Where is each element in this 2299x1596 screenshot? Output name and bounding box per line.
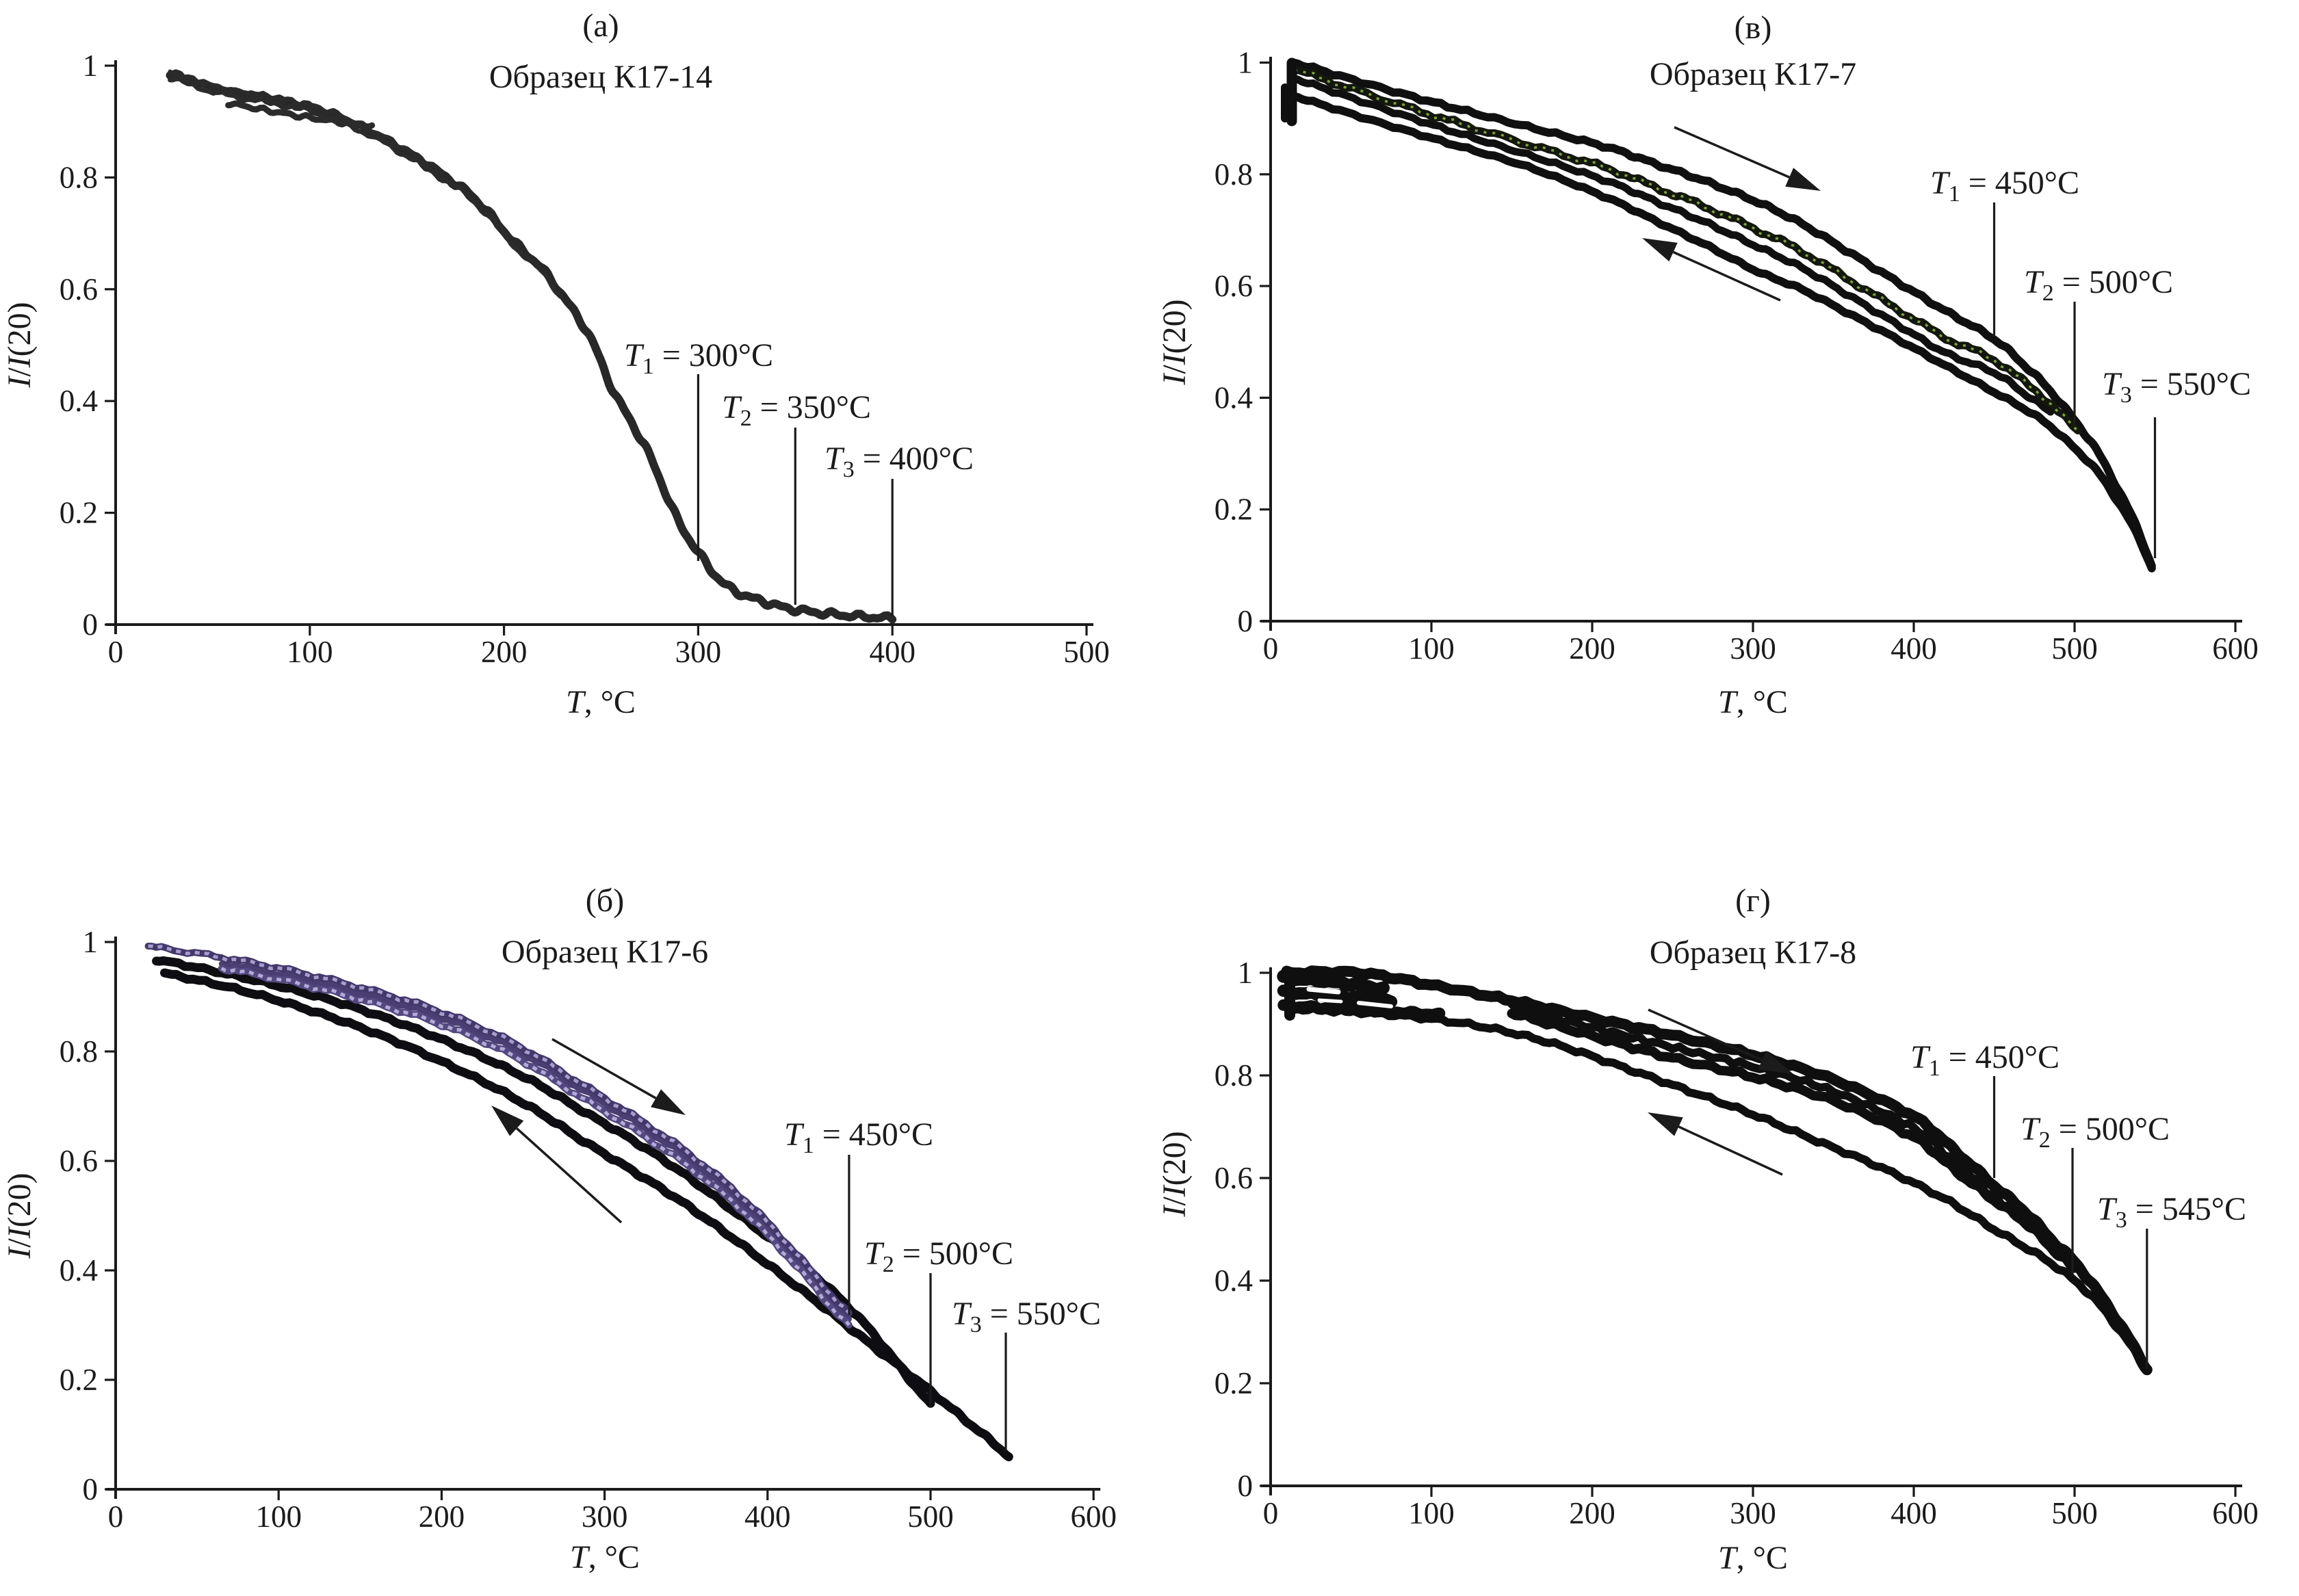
svg-text:600: 600 [2212, 631, 2259, 666]
svg-text:0.2: 0.2 [60, 1363, 98, 1397]
svg-text:0: 0 [108, 635, 124, 669]
svg-text:0.2: 0.2 [1215, 493, 1253, 527]
svg-text:0: 0 [108, 1500, 124, 1534]
svg-text:300: 300 [1730, 631, 1776, 666]
svg-text:200: 200 [1569, 631, 1615, 666]
svg-text:0: 0 [1263, 1496, 1279, 1530]
svg-text:0: 0 [1238, 604, 1254, 638]
svg-text:I/I(20): I/I(20) [1, 1173, 38, 1259]
svg-text:0: 0 [83, 607, 99, 642]
svg-text:0.4: 0.4 [60, 1253, 98, 1287]
svg-text:T, °C: T, °C [566, 684, 636, 720]
svg-text:400: 400 [744, 1500, 791, 1534]
svg-text:T2 = 350°C: T2 = 350°C [722, 389, 871, 431]
svg-text:100: 100 [1408, 631, 1455, 666]
svg-text:0.8: 0.8 [1215, 1058, 1253, 1093]
svg-text:600: 600 [2212, 1496, 2259, 1530]
svg-text:(г): (г) [1735, 882, 1771, 919]
svg-text:400: 400 [869, 635, 915, 669]
svg-text:T3 = 400°C: T3 = 400°C [824, 441, 974, 482]
svg-text:0: 0 [1238, 1469, 1254, 1503]
svg-text:0.8: 0.8 [60, 1034, 98, 1069]
svg-text:400: 400 [1891, 631, 1937, 666]
svg-text:I/I(20): I/I(20) [1, 302, 38, 388]
svg-text:T, °C: T, °C [1718, 1540, 1788, 1576]
svg-text:0.6: 0.6 [1215, 269, 1253, 303]
svg-text:0.2: 0.2 [60, 496, 98, 530]
svg-text:100: 100 [287, 635, 333, 669]
svg-text:500: 500 [2051, 1496, 2098, 1530]
svg-text:T, °C: T, °C [570, 1539, 640, 1575]
svg-text:1: 1 [1238, 46, 1254, 80]
svg-text:600: 600 [1070, 1500, 1117, 1534]
svg-text:T2 = 500°C: T2 = 500°C [2021, 1111, 2170, 1153]
svg-text:T1 = 450°C: T1 = 450°C [1930, 165, 2079, 207]
svg-text:200: 200 [1569, 1496, 1615, 1530]
svg-text:500: 500 [1063, 635, 1110, 669]
svg-text:1: 1 [83, 925, 99, 959]
svg-text:Образец К17-6: Образец К17-6 [502, 934, 708, 970]
svg-text:T2 = 500°C: T2 = 500°C [864, 1235, 1013, 1277]
svg-text:T, °C: T, °C [1718, 684, 1788, 720]
svg-text:1: 1 [83, 49, 99, 83]
svg-text:200: 200 [481, 635, 528, 669]
svg-text:500: 500 [907, 1500, 954, 1534]
svg-text:100: 100 [1408, 1496, 1455, 1530]
svg-text:0.4: 0.4 [1215, 380, 1253, 415]
svg-text:400: 400 [1891, 1496, 1937, 1530]
svg-text:T1 = 300°C: T1 = 300°C [624, 337, 773, 379]
svg-text:Образец К17-8: Образец К17-8 [1650, 934, 1856, 971]
svg-text:0.8: 0.8 [60, 160, 98, 194]
svg-text:I/I(20): I/I(20) [1156, 1131, 1193, 1217]
svg-text:T2 = 500°C: T2 = 500°C [2024, 264, 2173, 306]
svg-text:100: 100 [255, 1500, 302, 1534]
svg-text:Образец К17-7: Образец К17-7 [1650, 56, 1856, 92]
svg-text:0.2: 0.2 [1215, 1366, 1253, 1400]
svg-text:0.4: 0.4 [1215, 1264, 1253, 1298]
svg-text:T3 = 545°C: T3 = 545°C [2097, 1191, 2246, 1233]
svg-text:0: 0 [83, 1472, 99, 1506]
svg-text:Образец К17-14: Образец К17-14 [489, 59, 712, 95]
svg-text:300: 300 [675, 635, 722, 669]
svg-text:0.4: 0.4 [60, 384, 98, 418]
svg-text:300: 300 [1730, 1496, 1776, 1530]
svg-text:0.6: 0.6 [1215, 1161, 1253, 1195]
svg-text:0.6: 0.6 [60, 1144, 98, 1178]
svg-text:I/I(20): I/I(20) [1156, 299, 1193, 385]
svg-text:T1 = 450°C: T1 = 450°C [784, 1116, 933, 1158]
svg-text:(в): (в) [1735, 10, 1772, 46]
svg-text:T1 = 450°C: T1 = 450°C [1910, 1039, 2060, 1081]
svg-text:(a): (a) [582, 8, 619, 44]
svg-text:0.6: 0.6 [60, 272, 98, 306]
svg-text:T3 = 550°C: T3 = 550°C [2102, 366, 2251, 408]
svg-text:(б): (б) [586, 882, 624, 919]
svg-text:300: 300 [582, 1500, 628, 1534]
svg-text:500: 500 [2051, 631, 2098, 666]
svg-text:1: 1 [1238, 956, 1254, 990]
svg-text:T3 = 550°C: T3 = 550°C [952, 1296, 1101, 1337]
svg-text:200: 200 [419, 1500, 465, 1534]
svg-text:0: 0 [1263, 631, 1279, 666]
svg-text:0.8: 0.8 [1215, 157, 1253, 192]
